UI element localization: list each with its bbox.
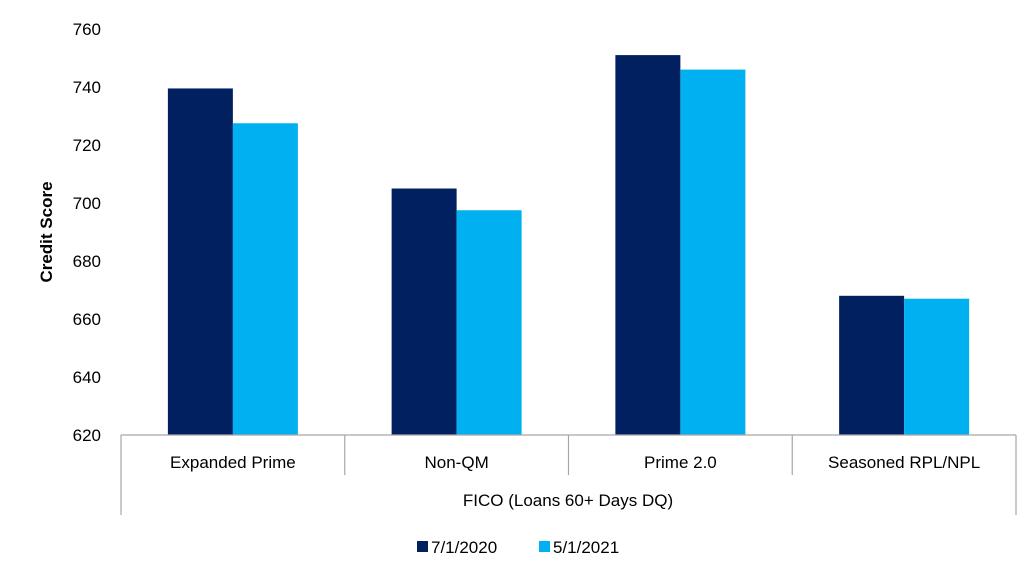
y-tick-label: 700 (73, 194, 101, 213)
y-tick-label: 680 (73, 252, 101, 271)
bar-1-4 (839, 295, 905, 435)
bar-2-1 (232, 123, 298, 435)
bar-2-4 (904, 298, 970, 435)
bar-1-1 (167, 88, 233, 435)
x-tick-label: Seasoned RPL/NPL (828, 453, 980, 472)
category-labels: Expanded Prime Non-QM Prime 2.0 Seasoned RP… (170, 453, 980, 472)
x-tick-label: Prime 2.0 (644, 453, 717, 472)
y-tick-label: 660 (73, 310, 101, 329)
bar-2-3 (680, 69, 746, 435)
y-axis-ticks: 620 640 660 680 700 720 740 760 (73, 20, 101, 445)
bar-1-2 (391, 188, 457, 435)
y-axis-label: Credit Score (37, 181, 56, 282)
legend-swatch (417, 541, 428, 552)
bar-2-2 (456, 210, 522, 435)
y-tick-label: 740 (73, 78, 101, 97)
legend-label: 7/1/2020 (431, 538, 497, 557)
legend-swatch (539, 541, 550, 552)
y-tick-label: 760 (73, 20, 101, 39)
legend-label: 5/1/2021 (553, 538, 619, 557)
y-tick-label: 620 (73, 426, 101, 445)
bars (167, 55, 970, 435)
x-tick-label: Non-QM (425, 453, 489, 472)
legend: 7/1/2020 5/1/2021 (417, 538, 619, 557)
x-axis-label: FICO (Loans 60+ Days DQ) (463, 491, 673, 510)
y-tick-label: 640 (73, 368, 101, 387)
bar-1-3 (615, 55, 681, 435)
x-tick-label: Expanded Prime (170, 453, 296, 472)
y-tick-label: 720 (73, 136, 101, 155)
x-axis (120, 434, 1017, 515)
